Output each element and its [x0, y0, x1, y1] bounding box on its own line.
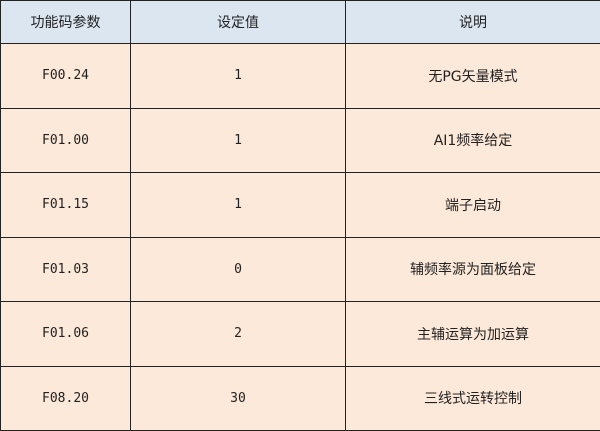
param-code: F01.03 — [0, 236, 131, 302]
set-value: 1 — [130, 172, 346, 238]
header-row: 功能码参数 设定值 说明 — [0, 0, 600, 44]
param-code: F01.06 — [0, 301, 131, 367]
table-row: F01.15 1 端子启动 — [0, 172, 600, 238]
param-code: F08.20 — [0, 365, 131, 431]
table-row: F01.03 0 辅频率源为面板给定 — [0, 236, 600, 302]
set-value: 0 — [130, 236, 346, 302]
table-row: F01.06 2 主辅运算为加运算 — [0, 301, 600, 367]
header-code: 功能码参数 — [0, 0, 131, 44]
description: 三线式运转控制 — [345, 365, 600, 431]
description: AI1频率给定 — [345, 107, 600, 173]
param-code: F00.24 — [0, 43, 131, 109]
header-description: 说明 — [345, 0, 600, 44]
table-row: F08.20 30 三线式运转控制 — [0, 365, 600, 431]
description: 辅频率源为面板给定 — [345, 236, 600, 302]
set-value: 1 — [130, 43, 346, 109]
header-value: 设定值 — [130, 0, 346, 44]
description: 端子启动 — [345, 172, 600, 238]
table-row: F01.00 1 AI1频率给定 — [0, 107, 600, 173]
set-value: 30 — [130, 365, 346, 431]
description: 无PG矢量模式 — [345, 43, 600, 109]
table-row: F00.24 1 无PG矢量模式 — [0, 43, 600, 109]
set-value: 2 — [130, 301, 346, 367]
param-code: F01.00 — [0, 107, 131, 173]
set-value: 1 — [130, 107, 346, 173]
param-code: F01.15 — [0, 172, 131, 238]
description: 主辅运算为加运算 — [345, 301, 600, 367]
